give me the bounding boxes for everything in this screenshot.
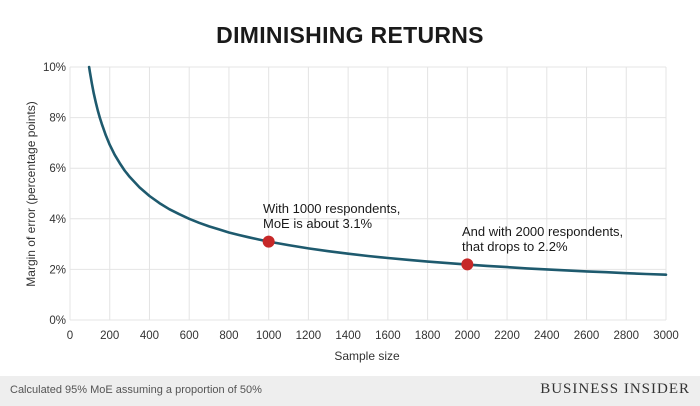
x-tick-label: 0 bbox=[67, 330, 73, 342]
y-tick-labels: 0% 2% 4% 6% 8% 10% bbox=[43, 62, 66, 327]
x-tick-label: 1600 bbox=[375, 330, 401, 342]
grid-layer bbox=[69, 66, 667, 321]
moe-curve-line bbox=[87, 65, 668, 276]
annotation-2000-line2: that drops to 2.2% bbox=[462, 239, 568, 254]
highlight-point-2000 bbox=[461, 258, 474, 271]
x-tick-label: 800 bbox=[219, 330, 238, 342]
annotation-1000-line2: MoE is about 3.1% bbox=[263, 216, 373, 231]
y-tick-label: 10% bbox=[43, 62, 66, 74]
x-tick-label: 2200 bbox=[494, 330, 520, 342]
y-tick-label: 4% bbox=[49, 214, 66, 226]
y-tick-label: 2% bbox=[49, 264, 66, 276]
annotation-1000-line1: With 1000 respondents, bbox=[263, 201, 400, 216]
x-tick-label: 200 bbox=[100, 330, 119, 342]
x-axis-label: Sample size bbox=[334, 349, 400, 363]
x-tick-label: 400 bbox=[140, 330, 159, 342]
x-tick-label: 1400 bbox=[335, 330, 361, 342]
x-tick-label: 1800 bbox=[415, 330, 441, 342]
x-tick-label: 3000 bbox=[653, 330, 679, 342]
x-tick-label: 2800 bbox=[613, 330, 639, 342]
y-tick-label: 0% bbox=[49, 315, 66, 327]
footer-bar: Calculated 95% MoE assuming a proportion… bbox=[0, 376, 700, 406]
y-tick-label: 6% bbox=[49, 163, 66, 175]
x-tick-label: 600 bbox=[180, 330, 199, 342]
x-tick-label: 2600 bbox=[574, 330, 600, 342]
x-tick-label: 2000 bbox=[455, 330, 481, 342]
chart-title: DIMINISHING RETURNS bbox=[216, 22, 484, 48]
highlight-point-1000 bbox=[262, 235, 275, 248]
chart-plot: 0% 2% 4% 6% 8% 10% 0 200 400 600 800 1000 1200 1400 1… bbox=[24, 62, 679, 363]
x-tick-label: 1200 bbox=[296, 330, 322, 342]
y-tick-label: 8% bbox=[49, 113, 66, 125]
footer-note: Calculated 95% MoE assuming a proportion… bbox=[10, 384, 262, 396]
x-tick-labels: 0 200 400 600 800 1000 1200 1400 1600 1800 2000 220… bbox=[67, 330, 679, 342]
y-axis-label: Margin of error (percentage points) bbox=[24, 101, 38, 286]
x-tick-label: 2400 bbox=[534, 330, 560, 342]
annotation-2000-line1: And with 2000 respondents, bbox=[462, 224, 623, 239]
x-tick-label: 1000 bbox=[256, 330, 282, 342]
brand-logo-text: BUSINESS INSIDER bbox=[540, 381, 690, 397]
